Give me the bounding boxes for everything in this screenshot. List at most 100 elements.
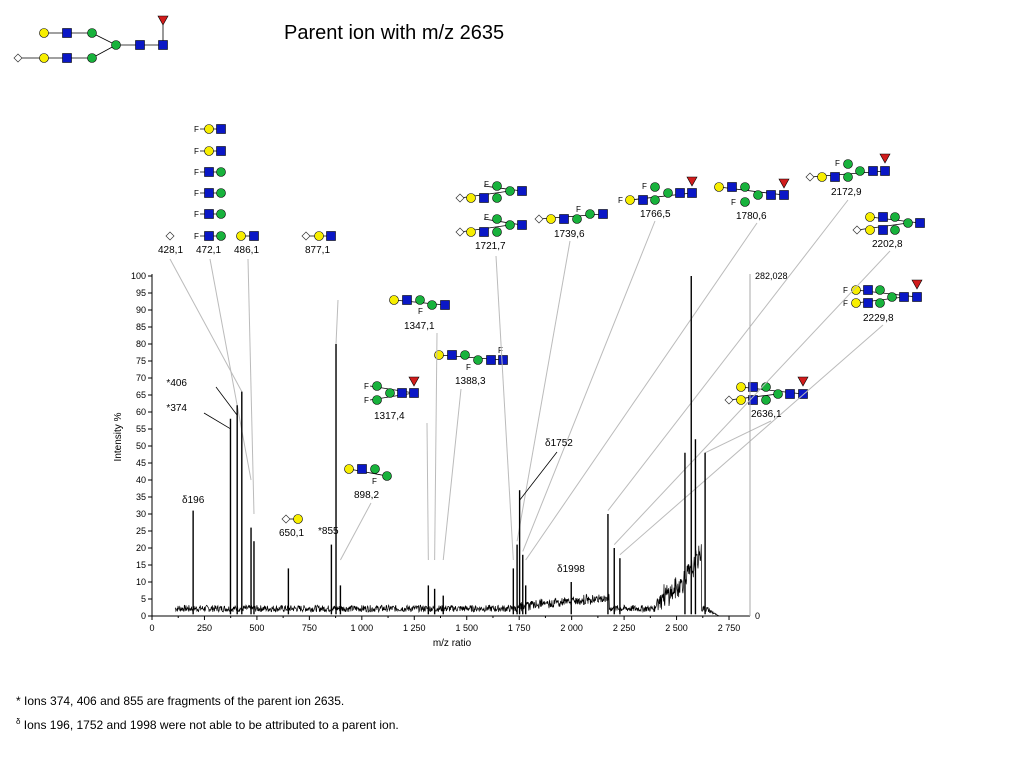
glycan-bond [483,185,523,192]
mannose-circle-icon [650,195,660,205]
galactose-circle-icon [714,182,724,192]
y-tick-label: 0 [141,611,146,621]
fragment-glycan: F [805,153,891,182]
galactose-circle-icon [736,382,746,392]
x-tick-label: 750 [302,623,317,633]
glcnac-square-icon [912,292,922,302]
mannose-circle-icon [761,395,771,405]
glcnac-square-icon [517,186,527,196]
peak-label: 1780,6 [736,211,767,222]
fragment-glycan: F [194,146,226,156]
mannose-circle-icon [890,212,900,222]
mannose-circle-icon [216,209,226,219]
right-axis-top-label: 282,028 [755,271,788,281]
y-tick-label: 55 [136,424,146,434]
sialic-diamond-icon [534,214,544,224]
y-tick-label: 65 [136,390,146,400]
fragment-glycan: FF [843,279,923,308]
glcnac-square-icon [397,388,407,398]
fucose-triangle-icon [778,178,790,189]
peak-label: 650,1 [279,528,304,539]
glcnac-square-icon [204,231,214,241]
peak-label: δ196 [182,495,205,506]
galactose-circle-icon [851,298,861,308]
fragment-f-label: F [372,477,377,486]
fragment-glycan: F [194,167,226,177]
galactose-circle-icon [236,231,246,241]
galactose-circle-icon [546,214,556,224]
peak-label: 898,2 [354,490,379,501]
fucose-triangle-icon [911,279,923,290]
mannose-circle-icon [473,355,483,365]
mannose-circle-icon [216,231,226,241]
glcnac-square-icon [402,295,412,305]
galactose-circle-icon [817,172,827,182]
sialic-diamond-icon [455,227,465,237]
glcnac-square-icon [830,172,840,182]
mannose-circle-icon [87,53,97,63]
y-tick-label: 90 [136,305,146,315]
callout-line [442,388,462,561]
glcnac-square-icon [62,28,72,38]
fragment-f-label: F [843,286,848,295]
mannose-circle-icon [427,300,437,310]
chart-axes: 0 5 10 15 20 25 30 35 40 45 50 55 60 65 70 75 80 85 90 95 10… [113,271,788,649]
mannose-circle-icon [875,285,885,295]
peak-label: *374 [166,403,187,414]
right-axis-bottom-label: 0 [755,611,760,621]
galactose-circle-icon [434,350,444,360]
galactose-circle-icon [389,295,399,305]
glcnac-square-icon [878,225,888,235]
y-tick-label: 15 [136,560,146,570]
glcnac-square-icon [675,188,685,198]
callout-line [426,422,429,561]
mannose-circle-icon [415,295,425,305]
fragment-f-label: F [194,232,199,241]
glcnac-square-icon [915,218,925,228]
x-tick-label: 2 750 [718,623,741,633]
peak-label: 2172,9 [831,187,862,198]
galactose-circle-icon [293,514,303,524]
x-tick-label: 500 [249,623,264,633]
fucose-triangle-icon [879,153,891,164]
galactose-circle-icon [39,28,49,38]
spectrum-trace [174,276,719,616]
y-tick-label: 25 [136,526,146,536]
galactose-circle-icon [865,225,875,235]
fragment-glycan [236,231,259,241]
glcnac-square-icon [638,195,648,205]
glcnac-square-icon [498,355,508,365]
sialic-diamond-icon [301,231,311,241]
glcnac-square-icon [62,53,72,63]
glcnac-square-icon [863,298,873,308]
footnote-unattributed: δ Ions 196, 1752 and 1998 were not able … [16,717,399,732]
callout-lines [169,199,891,561]
sialic-diamond-icon [805,172,815,182]
glcnac-square-icon [204,167,214,177]
galactose-circle-icon [736,395,746,405]
galactose-circle-icon [625,195,635,205]
peak-label: 1721,7 [475,241,506,252]
fragment-f-label: F [466,363,471,372]
fragment-f-label: F [618,196,623,205]
galactose-circle-icon [39,53,49,63]
callout-line [339,502,372,561]
galactose-circle-icon [204,124,214,134]
fucose-triangle-icon [797,376,809,387]
x-tick-label: 1 000 [351,623,374,633]
peak-label: 1317,4 [374,411,405,422]
y-tick-label: 10 [136,577,146,587]
x-axis-label: m/z ratio [433,638,472,649]
fragment-glycan [281,514,303,524]
callout-line [613,250,891,545]
callout-line [495,255,514,561]
glcnac-square-icon [135,40,145,50]
spectrum-baseline [174,544,719,616]
mannose-circle-icon [585,209,595,219]
mannose-circle-icon [370,464,380,474]
peak-label: 2636,1 [751,409,782,420]
y-tick-label: 35 [136,492,146,502]
x-tick-label: 0 [149,623,154,633]
glcnac-square-icon [204,188,214,198]
